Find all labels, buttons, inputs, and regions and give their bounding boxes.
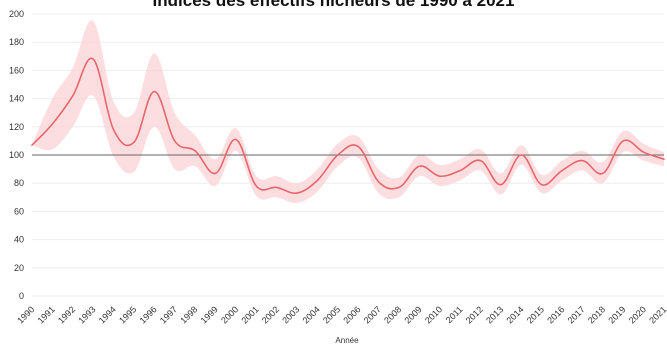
x-tick-label: 2016 xyxy=(545,304,566,325)
x-tick-label: 1995 xyxy=(117,304,138,325)
confidence-band xyxy=(32,20,664,204)
x-tick-label: 1994 xyxy=(97,304,118,325)
x-tick-label: 2020 xyxy=(627,304,648,325)
x-tick-label: 1998 xyxy=(178,304,199,325)
x-tick-label: 2002 xyxy=(260,304,281,325)
x-tick-label: 2008 xyxy=(382,304,403,325)
x-tick-label: 1996 xyxy=(138,304,159,325)
x-tick-label: 2004 xyxy=(301,304,322,325)
x-tick-label: 2011 xyxy=(444,304,465,325)
y-tick-label: 80 xyxy=(14,178,24,188)
x-tick-label: 2010 xyxy=(423,304,444,325)
y-tick-label: 0 xyxy=(19,291,24,301)
x-tick-label: 1990 xyxy=(15,304,36,325)
y-tick-label: 160 xyxy=(9,65,24,75)
x-tick-label: 2014 xyxy=(504,304,525,325)
x-axis-tick-labels: 1990 1991 1992 1993 1994 1995 1996 1997 1998 1999… xyxy=(15,304,667,325)
y-tick-label: 140 xyxy=(9,94,24,104)
x-tick-label: 2012 xyxy=(464,304,485,325)
x-tick-label: 1992 xyxy=(56,304,77,325)
x-tick-label: 2005 xyxy=(321,304,342,325)
x-tick-label: 2019 xyxy=(606,304,627,325)
x-tick-label: 2000 xyxy=(219,304,240,325)
x-tick-label: 2013 xyxy=(484,304,505,325)
x-tick-label: 1999 xyxy=(199,304,220,325)
x-tick-label: 2021 xyxy=(647,304,667,325)
y-tick-label: 180 xyxy=(9,37,24,47)
y-tick-label: 200 xyxy=(9,9,24,19)
x-tick-label: 2007 xyxy=(362,304,383,325)
x-tick-label: 2009 xyxy=(403,304,424,325)
chart-title: Indices des effectifs nicheurs de 1990 à… xyxy=(152,0,515,10)
x-tick-label: 2018 xyxy=(586,304,607,325)
y-tick-label: 20 xyxy=(14,263,24,273)
x-axis-title: Année xyxy=(335,336,359,345)
y-tick-label: 40 xyxy=(14,235,24,245)
series-line-layer xyxy=(31,57,665,195)
x-tick-label: 1997 xyxy=(158,304,179,325)
x-tick-label: 2006 xyxy=(341,304,362,325)
x-tick-label: 2017 xyxy=(566,304,587,325)
x-tick-label: 2003 xyxy=(280,304,301,325)
series-line xyxy=(31,57,665,195)
y-tick-label: 120 xyxy=(9,122,24,132)
x-tick-label: 1991 xyxy=(36,304,57,325)
y-axis-tick-labels: 0 20 40 60 80 100 120 140 160 180 200 xyxy=(9,9,24,301)
x-tick-label: 2015 xyxy=(525,304,546,325)
x-tick-label: 2001 xyxy=(239,304,260,325)
y-tick-label: 60 xyxy=(14,206,24,216)
x-tick-label: 1993 xyxy=(76,304,97,325)
confidence-band-layer xyxy=(32,20,664,204)
y-tick-label: 100 xyxy=(9,150,24,160)
